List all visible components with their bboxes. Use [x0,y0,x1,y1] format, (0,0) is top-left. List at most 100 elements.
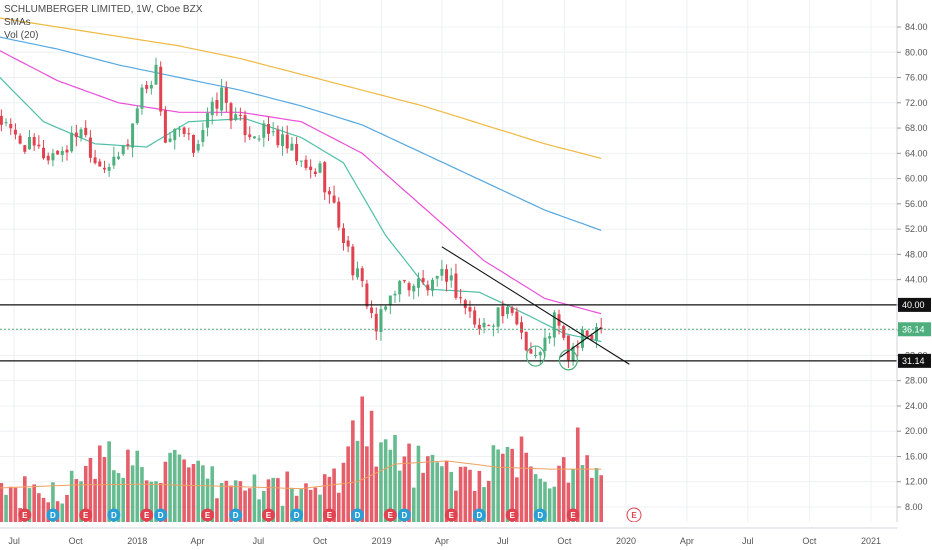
candle [163,106,167,144]
volume-bar [313,487,318,522]
price-tick-label: 8.00 [905,502,923,512]
volume-bar [468,469,472,522]
badge-circle [229,508,243,522]
candle [248,126,252,140]
price-tick-label: 76.00 [905,73,928,83]
volume-bar [144,480,149,522]
candle [149,80,153,95]
volume-bar [102,457,107,522]
candle [341,223,345,251]
candle-body [431,279,434,291]
candle [201,122,205,147]
earnings-badge: E [383,508,397,522]
badge-letter: E [266,511,272,520]
volume-bar [126,449,130,522]
volume-bar [341,462,346,522]
badge-letter: E [22,511,28,520]
badge-circle [397,508,411,522]
candle [431,277,434,297]
candlesticks [0,57,603,368]
candle [98,158,102,167]
volume-bar [533,474,538,522]
candle [323,160,327,200]
sma20-line [0,76,602,343]
candle-body [304,159,308,168]
volume-bar [454,490,458,522]
volume-bar [566,482,571,522]
candle-body [266,124,270,134]
candle [42,140,46,160]
volume-bar [529,466,533,522]
candle-body [454,273,458,298]
candle-body [0,115,3,125]
candle-body [135,108,139,124]
volume-bar [97,445,102,522]
volume-bar [205,478,210,522]
candle-body [173,128,177,141]
candle [84,120,88,138]
time-tick-label: Apr [435,536,449,546]
sma-indicator-label[interactable]: SMAs [4,17,31,28]
candle [505,304,509,319]
candle-body [281,134,285,147]
candle [454,263,458,300]
candle [107,163,111,177]
dividend-badge: D [290,508,304,522]
candle-body [42,147,46,159]
candle-body [548,336,552,339]
volume-bar [407,443,411,522]
volume-bar [149,481,154,522]
candle [177,125,181,137]
badge-circle [107,508,121,522]
volume-bar [135,450,140,522]
candle-body [356,268,360,278]
badge-circle [261,508,275,522]
candle-body [468,307,472,312]
candle-body [262,123,266,138]
candle [135,105,139,125]
chart-legend: SCHLUMBERGER LIMITED, 1W, Cboe BZX SMAs … [4,3,202,42]
candle-body [9,123,13,129]
volume-bar [510,448,514,522]
candle [332,185,336,204]
badge-letter: E [327,511,333,520]
candle-body [416,278,420,288]
volume-indicator-label[interactable]: Vol (20) [4,30,39,41]
candle-body [398,280,402,295]
candle [543,328,547,358]
candle-body [566,335,570,361]
candle-body [529,349,533,354]
candle-body [426,284,430,291]
candle [9,118,13,135]
candle-body [84,127,88,136]
candle [327,186,331,204]
volume-bar [552,486,557,522]
price-label-box [898,322,931,337]
symbol-title[interactable]: SCHLUMBERGER LIMITED, 1W, Cboe BZX [4,4,203,15]
sma50-line [0,50,602,315]
badge-letter: D [158,511,164,520]
candle [60,146,64,162]
candle-body [351,246,355,276]
volume-bar [599,475,604,522]
volume-bar [369,410,374,522]
volume-bar [182,459,186,522]
candle [515,307,519,326]
volume-bar [402,456,407,522]
candle [243,110,247,143]
candle-body [140,87,144,109]
candle-body [13,129,17,135]
candle-body [571,346,575,361]
volume-bar [322,474,327,522]
candle-body [360,268,364,282]
candle-body [117,156,121,159]
candle [281,126,285,156]
candle-body [295,144,299,162]
candle-body [4,122,8,124]
volume-bar [463,466,468,522]
time-tick-label: Jul [742,536,754,546]
volume-bar [27,488,32,522]
candle [18,133,22,145]
